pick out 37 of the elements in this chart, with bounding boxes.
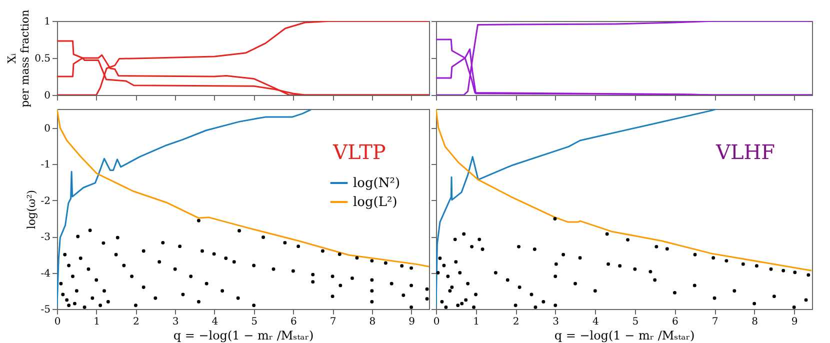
x-tick-label: 5 — [251, 316, 258, 328]
y-axis-title: Xᵢ per mass fraction — [6, 10, 32, 108]
legend-label: log(N²) — [353, 176, 400, 191]
y-tick-label: -4 — [40, 268, 50, 280]
y-tick-label: 0.5 — [34, 54, 50, 64]
x-tick-label: 2 — [512, 316, 520, 328]
annotation: VLTP — [332, 140, 386, 164]
x-tick-label: 0 — [433, 316, 440, 328]
x-tick-label: 1 — [94, 316, 100, 328]
y-tick-label: -2 — [40, 196, 50, 207]
x-tick-label: 0 — [54, 316, 61, 328]
y-tick-label: 1 — [44, 16, 50, 28]
x-tick-label: 7 — [712, 316, 718, 328]
y-axis-title: log(ω²) — [24, 190, 38, 230]
x-tick-label: 6 — [672, 316, 678, 328]
y-tick-label: -5 — [40, 304, 50, 316]
legend-label: log(L²) — [353, 195, 398, 210]
x-tick-label: 9 — [408, 316, 415, 328]
x-axis-title: q = −log(1 − mᵣ /Mₛₜₐᵣ) — [554, 328, 695, 342]
x-tick-label: 8 — [752, 316, 758, 328]
x-tick-label: 9 — [791, 316, 798, 328]
x-tick-label: 7 — [330, 316, 336, 328]
x-tick-label: 8 — [369, 316, 376, 328]
y-tick-label: 0 — [44, 123, 50, 134]
x-tick-label: 2 — [133, 316, 140, 328]
x-tick-label: 1 — [473, 316, 480, 328]
x-tick-label: 4 — [212, 316, 218, 328]
y-tick-label: -3 — [40, 232, 50, 244]
x-tick-label: 5 — [632, 316, 639, 328]
x-tick-label: 3 — [172, 316, 179, 328]
x-axis-title: q = −log(1 − mᵣ /Mₛₜₐᵣ) — [173, 328, 314, 342]
annotation: VLHF — [715, 140, 776, 164]
y-tick-label: -1 — [40, 160, 50, 171]
x-tick-label: 3 — [552, 316, 560, 328]
x-tick-label: 6 — [290, 316, 297, 328]
x-tick-label: 4 — [592, 316, 599, 328]
y-tick-label: 0 — [44, 90, 50, 102]
